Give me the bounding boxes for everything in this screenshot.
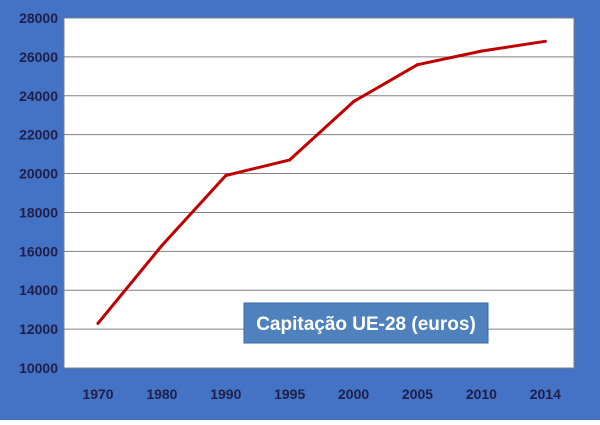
series-line bbox=[96, 39, 547, 325]
legend: Capitação UE-28 (euros) bbox=[243, 302, 489, 344]
y-axis-tick-labels: 10000 12000 14000 16000 18000 20000 22000 24000… bbox=[19, 10, 58, 376]
legend-label: Capitação UE-28 (euros) bbox=[256, 314, 476, 335]
data-point bbox=[224, 174, 228, 177]
x-tick-label: 1970 bbox=[82, 386, 113, 402]
x-tick-label: 2010 bbox=[466, 386, 497, 402]
x-tick-label: 1980 bbox=[146, 386, 177, 402]
data-point bbox=[479, 49, 483, 53]
x-tick-label: 2005 bbox=[402, 386, 433, 402]
y-tick-label: 22000 bbox=[19, 127, 58, 143]
data-point bbox=[160, 244, 164, 247]
x-tick-label: 1990 bbox=[210, 386, 241, 402]
x-tick-label: 2000 bbox=[338, 386, 369, 402]
data-point bbox=[416, 63, 419, 67]
y-tick-label: 16000 bbox=[19, 243, 58, 259]
y-tick-label: 28000 bbox=[19, 10, 58, 26]
data-point bbox=[352, 100, 356, 104]
x-axis-tick-labels: 1970 1980 1990 1995 2000 2005 2010 2014 bbox=[82, 386, 561, 402]
y-tick-label: 12000 bbox=[19, 321, 58, 337]
data-series bbox=[96, 39, 547, 325]
data-point bbox=[543, 39, 547, 43]
x-tick-label: 1995 bbox=[274, 386, 305, 402]
data-point bbox=[288, 158, 292, 162]
y-tick-label: 18000 bbox=[19, 204, 58, 220]
y-tick-label: 24000 bbox=[19, 88, 58, 104]
data-point bbox=[96, 321, 100, 325]
x-tick-label: 2014 bbox=[530, 386, 561, 402]
y-tick-label: 26000 bbox=[19, 49, 58, 65]
y-tick-label: 20000 bbox=[19, 166, 58, 182]
legend-box bbox=[243, 302, 489, 344]
y-tick-label: 10000 bbox=[19, 360, 58, 376]
y-tick-label: 14000 bbox=[19, 282, 58, 298]
